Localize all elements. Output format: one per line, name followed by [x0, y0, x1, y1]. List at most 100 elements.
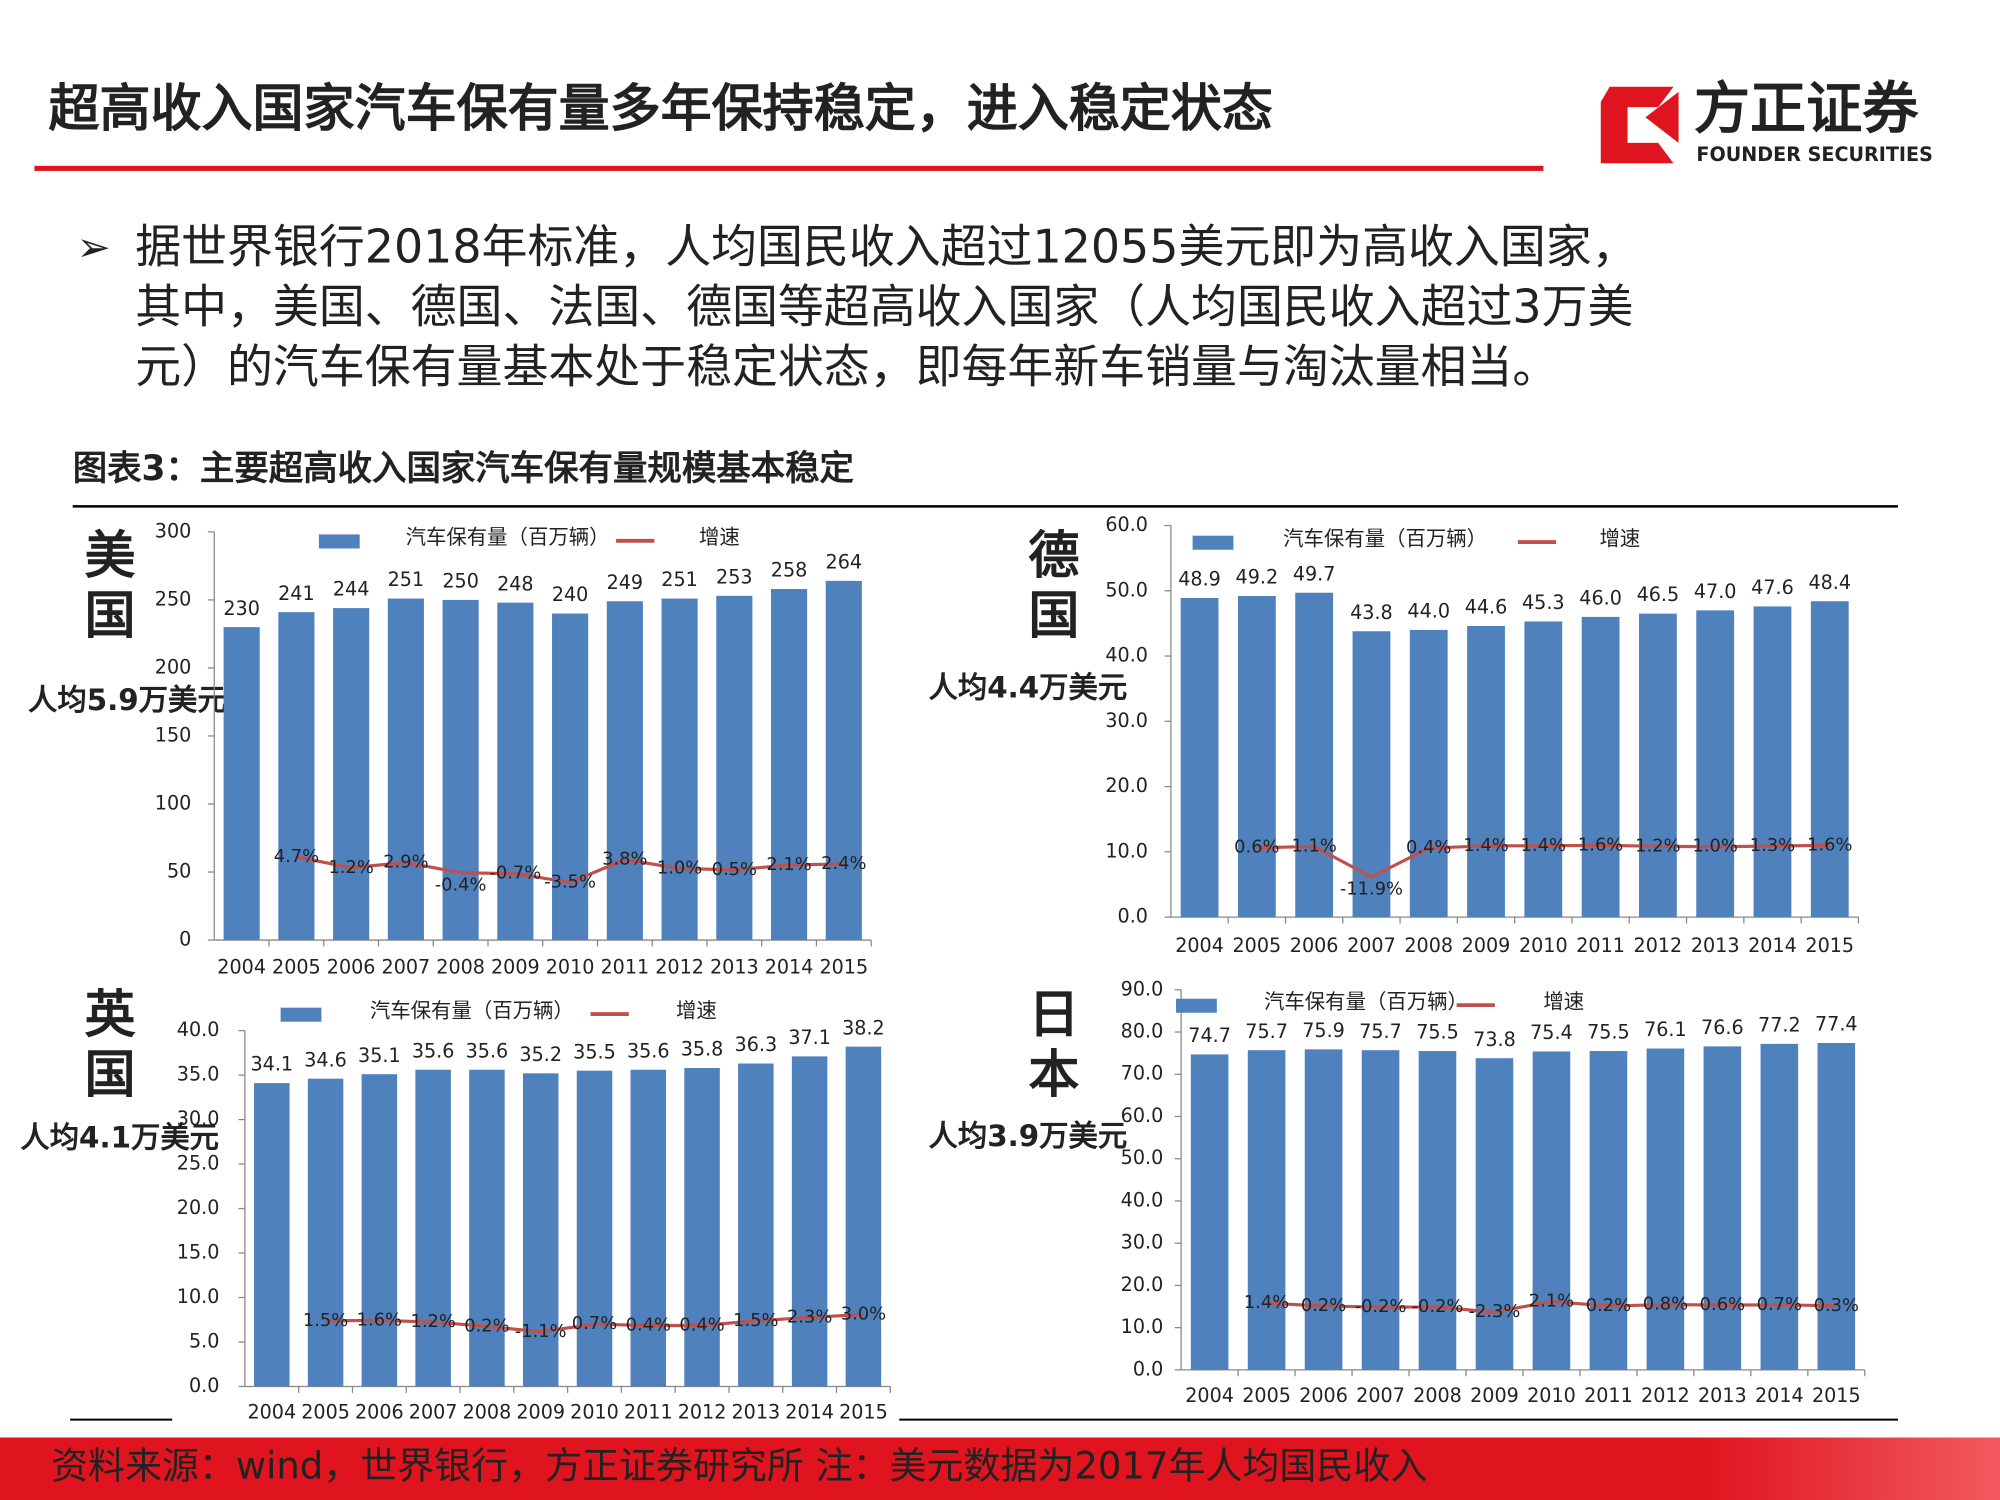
- legend-label: 汽车保有量（百万辆）: [1283, 527, 1487, 551]
- x-tick-label: 2011: [1584, 1384, 1633, 1407]
- bar: [845, 1046, 882, 1387]
- x-tick-label: 2013: [732, 1401, 781, 1424]
- growth-label: 0.7%: [1757, 1294, 1802, 1315]
- income-annotation: 人均5.9万美元: [28, 683, 227, 717]
- logo-subtext: FOUNDER SECURITIES: [1696, 143, 1932, 166]
- growth-label: -0.4%: [435, 875, 487, 896]
- x-tick-label: 2009: [1470, 1384, 1519, 1407]
- x-tick-label: 2010: [1527, 1384, 1576, 1407]
- country-label: 日本: [1019, 987, 1080, 1107]
- x-tick-label: 2013: [1691, 934, 1740, 957]
- growth-label: 1.2%: [1635, 835, 1680, 856]
- y-tick-label: 100: [155, 791, 192, 814]
- bar-label: 46.0: [1579, 587, 1622, 610]
- bar-label: 76.1: [1644, 1018, 1687, 1041]
- y-tick-label: 50.0: [1121, 1146, 1164, 1169]
- slide-title: 超高收入国家汽车保有量多年保持稳定，进入稳定状态: [48, 80, 1272, 139]
- x-tick-label: 2005: [1242, 1384, 1291, 1407]
- bar: [1418, 1051, 1457, 1370]
- legend-swatch: [1176, 998, 1217, 1013]
- bar-label: 241: [278, 582, 315, 605]
- bar-label: 75.4: [1530, 1021, 1573, 1044]
- y-tick-label: 60.0: [1105, 513, 1148, 536]
- bar-label: 35.6: [412, 1039, 455, 1062]
- x-tick-label: 2010: [546, 956, 595, 979]
- bar: [1409, 629, 1448, 918]
- y-tick-label: 250: [155, 587, 192, 610]
- bar: [791, 1056, 828, 1387]
- x-tick-label: 2012: [1634, 934, 1683, 957]
- bar: [630, 1069, 667, 1387]
- x-tick-label: 2015: [839, 1401, 888, 1424]
- y-tick-label: 20.0: [177, 1196, 220, 1219]
- y-tick-label: 0.0: [1133, 1357, 1163, 1380]
- bar: [1753, 606, 1792, 918]
- bar-label: 34.1: [250, 1053, 293, 1076]
- bar: [254, 1083, 290, 1387]
- x-tick-label: 2005: [272, 956, 321, 979]
- y-tick-label: 40.0: [1121, 1188, 1164, 1211]
- y-tick-label: 0: [179, 928, 191, 951]
- bar: [223, 627, 260, 941]
- bar-label: 36.3: [735, 1033, 778, 1056]
- growth-line: [296, 855, 844, 885]
- bar: [770, 589, 808, 941]
- y-tick-label: 50.0: [1105, 578, 1148, 601]
- growth-label: 2.1%: [766, 854, 811, 875]
- bar: [1638, 613, 1677, 918]
- x-tick-label: 2012: [1641, 1384, 1690, 1407]
- x-tick-label: 2015: [1805, 934, 1854, 957]
- bar-label: 75.9: [1302, 1019, 1345, 1042]
- bar: [1237, 595, 1276, 918]
- x-tick-label: 2013: [710, 956, 759, 979]
- bullet-line: 其中，美国、德国、法国、德国等超高收入国家（人均国民收入超过3万美: [135, 279, 1633, 333]
- x-tick-label: 2012: [678, 1401, 727, 1424]
- bar: [1703, 1046, 1742, 1370]
- income-annotation: 人均4.4万美元: [929, 670, 1128, 704]
- x-tick-label: 2014: [765, 956, 814, 979]
- growth-label: 1.2%: [410, 1311, 455, 1332]
- bar: [1352, 631, 1391, 918]
- x-tick-label: 2014: [1748, 934, 1797, 957]
- y-tick-label: 90.0: [1121, 977, 1164, 1000]
- y-tick-label: 60.0: [1121, 1104, 1164, 1127]
- x-tick-label: 2006: [327, 956, 376, 979]
- footer-band: [0, 1437, 2000, 1500]
- y-tick-label: 25.0: [177, 1152, 220, 1175]
- logo-text: 方正证券: [1694, 77, 1919, 142]
- footer-source: 资料来源：wind，世界银行，方正证券研究所 注：美元数据为2017年人均国民收…: [51, 1445, 1427, 1488]
- x-tick-label: 2005: [1233, 934, 1282, 957]
- growth-label: 0.4%: [1406, 837, 1451, 858]
- y-tick-label: 70.0: [1121, 1062, 1164, 1085]
- bar: [1817, 1043, 1856, 1370]
- bar: [1247, 1050, 1286, 1370]
- legend-label: 增速: [699, 525, 740, 549]
- bar-label: 248: [497, 572, 534, 595]
- y-tick-label: 5.0: [189, 1329, 219, 1352]
- bar: [606, 601, 643, 941]
- bar-label: 249: [607, 571, 644, 594]
- legend-label: 汽车保有量（百万辆）: [406, 525, 610, 549]
- bar-label: 75.7: [1359, 1020, 1402, 1043]
- bar: [522, 1073, 559, 1387]
- growth-label: 0.2%: [1301, 1295, 1346, 1316]
- legend-label: 汽车保有量（百万辆）: [1264, 990, 1468, 1014]
- bar: [738, 1063, 774, 1387]
- bar-label: 75.5: [1416, 1021, 1459, 1044]
- legend-label: 增速: [1599, 527, 1640, 551]
- x-tick-label: 2008: [463, 1401, 512, 1424]
- bar: [1295, 592, 1334, 918]
- bar-label: 45.3: [1522, 591, 1565, 614]
- bar: [1581, 616, 1620, 918]
- x-tick-label: 2004: [1175, 934, 1224, 957]
- x-tick-label: 2008: [436, 956, 485, 979]
- y-tick-label: 300: [155, 519, 192, 542]
- growth-label: 1.0%: [657, 857, 702, 878]
- growth-label: 3.0%: [841, 1303, 886, 1324]
- x-tick-label: 2004: [1185, 1384, 1234, 1407]
- growth-label: 0.4%: [679, 1314, 724, 1335]
- growth-label: 1.5%: [733, 1310, 778, 1331]
- title-rule: [34, 165, 1544, 171]
